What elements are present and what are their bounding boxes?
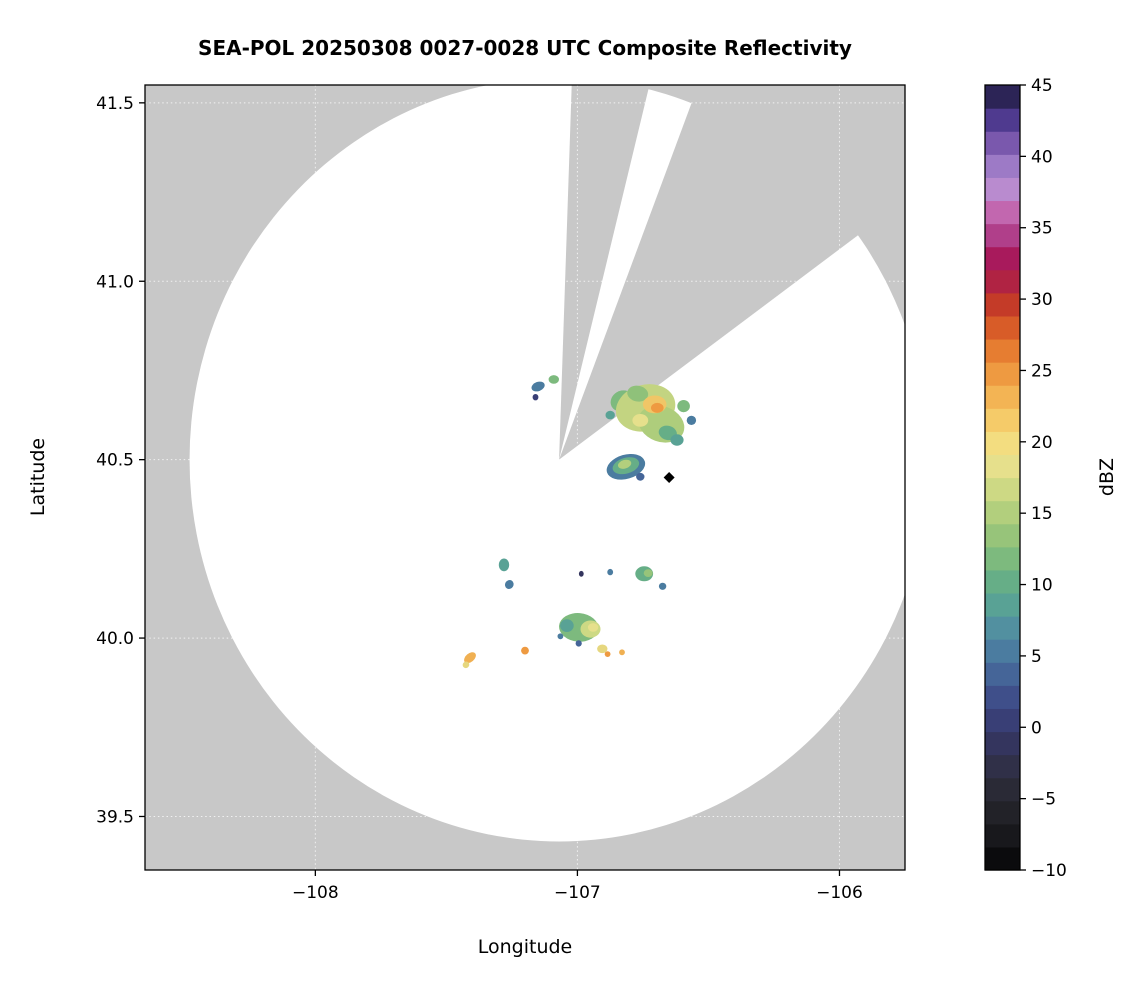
reflectivity-echo [619, 649, 625, 656]
colorbar-segment [985, 431, 1020, 456]
reflectivity-echo [557, 633, 564, 640]
reflectivity-echo [575, 640, 582, 647]
colorbar-segment [985, 269, 1020, 294]
colorbar-segment [985, 385, 1020, 409]
colorbar-segment [985, 569, 1020, 594]
blocked-sector [559, 85, 650, 460]
reflectivity-echo [651, 402, 664, 413]
colorbar-tick-label: 0 [1031, 718, 1042, 738]
reflectivity-echo [617, 459, 632, 469]
colorbar-segment [985, 477, 1020, 502]
colorbar-segment [985, 754, 1020, 779]
colorbar-segment [985, 523, 1020, 548]
colorbar-segment [985, 362, 1020, 386]
y-tick-label: 41.0 [96, 272, 134, 292]
reflectivity-echo [632, 414, 649, 427]
colorbar-segment [985, 546, 1020, 571]
reflectivity-echo [464, 652, 476, 664]
colorbar-segment [985, 823, 1020, 848]
colorbar-tick-label: 5 [1031, 647, 1042, 667]
reflectivity-echo [548, 375, 559, 384]
colorbar-segment [985, 131, 1020, 155]
colorbar-segment [985, 639, 1020, 663]
colorbar-tick-label: 15 [1031, 504, 1053, 524]
colorbar-segment [985, 846, 1020, 871]
colorbar-segment [985, 315, 1020, 340]
colorbar-segment [985, 177, 1020, 202]
colorbar-segment [985, 800, 1020, 825]
colorbar-tick-label: 10 [1031, 576, 1053, 596]
colorbar-border [984, 84, 1021, 871]
site-marker-diamond [663, 472, 675, 483]
reflectivity-echo [531, 381, 545, 392]
colorbar-segment [985, 408, 1020, 432]
reflectivity-echo [604, 651, 611, 657]
colorbar-segment [985, 500, 1020, 525]
colorbar-segment [985, 592, 1020, 617]
reflectivity-echo [532, 394, 539, 401]
colorbar-segment [985, 708, 1020, 733]
reflectivity-echo [560, 619, 574, 632]
reflectivity-echo [504, 579, 514, 590]
colorbar-segment [985, 777, 1020, 802]
colorbar-segment [985, 685, 1020, 709]
colorbar-tick-label: 40 [1031, 147, 1053, 167]
y-tick-label: 40.0 [96, 629, 134, 649]
colorbar-segment [985, 662, 1020, 686]
colorbar-segment [985, 108, 1020, 132]
colorbar-segment [985, 292, 1020, 317]
colorbar-tick-label: 30 [1031, 290, 1053, 310]
reflectivity-echo [587, 623, 599, 632]
blocked-sector [559, 85, 905, 460]
reflectivity-echo [597, 644, 608, 654]
reflectivity-echo [643, 569, 653, 577]
x-axis-label: Longitude [477, 936, 573, 958]
x-tick-label: −106 [816, 883, 863, 903]
plot-area [145, 85, 905, 870]
y-axis-label: Latitude [27, 437, 49, 517]
reflectivity-echo [607, 568, 614, 576]
chart-title: SEA-POL 20250308 0027-0028 UTC Composite… [198, 36, 852, 60]
y-tick-label: 41.5 [96, 94, 134, 114]
colorbar-tick-label: 45 [1031, 76, 1053, 96]
colorbar-tick-label: −10 [1031, 861, 1067, 881]
colorbar-segment [985, 454, 1020, 479]
colorbar-tick-label: 25 [1031, 361, 1053, 381]
reflectivity-echo [686, 415, 697, 425]
reflectivity-echo [578, 570, 584, 577]
reflectivity-echo [521, 646, 529, 655]
reflectivity-echo [627, 385, 649, 402]
reflectivity-echo [605, 410, 615, 420]
reflectivity-echo [498, 558, 510, 572]
y-tick-label: 39.5 [96, 807, 134, 827]
reflectivity-echo [670, 434, 684, 446]
colorbar-tick-label: 20 [1031, 433, 1053, 453]
colorbar-segment [985, 200, 1020, 225]
colorbar-tick-label: −5 [1031, 790, 1056, 810]
y-tick-label: 40.5 [96, 451, 134, 471]
colorbar-tick-label: 35 [1031, 219, 1053, 239]
colorbar-label: dBZ [1096, 457, 1118, 497]
x-tick-label: −108 [292, 883, 339, 903]
colorbar-segment [985, 85, 1020, 109]
colorbar-segment [985, 154, 1020, 178]
colorbar-segment [985, 246, 1020, 271]
reflectivity-echo [462, 661, 470, 669]
colorbar-segment [985, 616, 1020, 640]
x-tick-label: −107 [554, 883, 601, 903]
colorbar-segment [985, 731, 1020, 756]
reflectivity-echo [677, 400, 690, 413]
colorbar-segment [985, 223, 1020, 248]
reflectivity-echo [658, 582, 667, 590]
plot-border [144, 84, 906, 871]
reflectivity-echo [636, 472, 645, 481]
colorbar-segment [985, 338, 1020, 363]
